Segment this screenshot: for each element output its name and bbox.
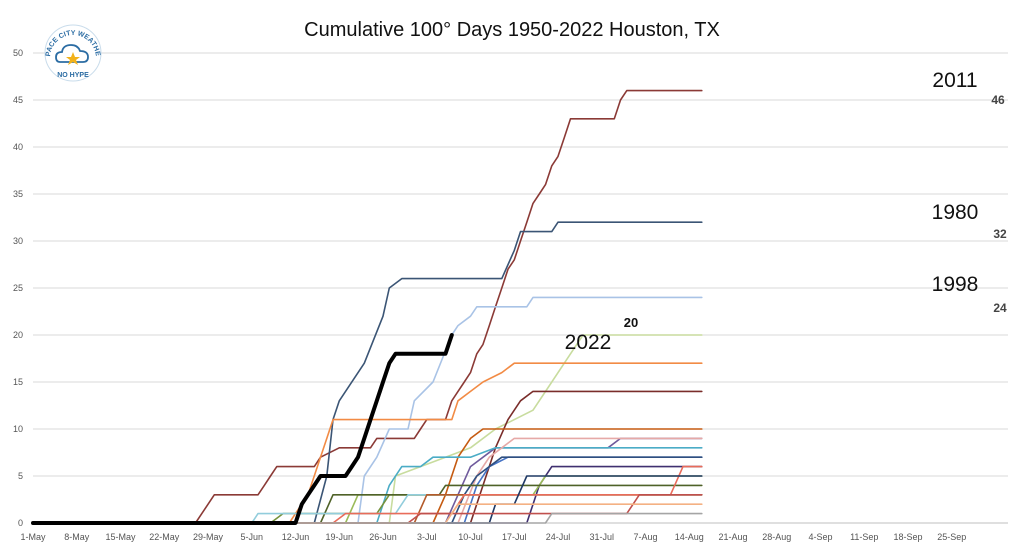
series-line-2011: [32, 89, 703, 524]
x-tick-label: 12-Jun: [282, 532, 310, 542]
y-tick-label: 5: [18, 471, 23, 481]
x-tick-label: 31-Jul: [589, 532, 614, 542]
series-line-1980: [32, 221, 703, 524]
series-line-year-8: [32, 437, 703, 524]
x-axis-ticks: 1-May 8-May 15-May 22-May 29-May 5-Jun 12-Jun 1…: [20, 532, 966, 542]
series-layer: [31, 89, 703, 525]
x-tick-label: 5-Jun: [240, 532, 263, 542]
y-tick-label: 15: [13, 377, 23, 387]
x-tick-label: 14-Aug: [675, 532, 704, 542]
star-icon: [66, 52, 80, 65]
x-tick-label: 11-Sep: [850, 532, 878, 542]
logo: SPACE CITY WEATHER NO HYPE: [0, 0, 102, 82]
x-tick-label: 29-May: [193, 532, 224, 542]
series-line-year-9: [32, 447, 703, 524]
series-line-1998: [32, 296, 703, 524]
x-tick-label: 10-Jul: [458, 532, 483, 542]
x-tick-label: 1-May: [20, 532, 46, 542]
y-tick-label: 10: [13, 424, 23, 434]
series-end-value: 46: [991, 93, 1005, 107]
x-tick-label: 26-Jun: [369, 532, 397, 542]
x-tick-label: 15-May: [105, 532, 136, 542]
series-end-value: 24: [993, 301, 1007, 315]
x-tick-label: 4-Sep: [808, 532, 832, 542]
y-axis-ticks: 0 5 10 15 20 25 30 35 40 45 50: [13, 48, 23, 528]
chart-title: Cumulative 100° Days 1950-2022 Houston, …: [304, 19, 720, 41]
plot-background: [33, 48, 1008, 523]
x-tick-label: 24-Jul: [546, 532, 571, 542]
x-tick-label: 19-Jun: [325, 532, 353, 542]
series-line-year-6: [32, 390, 703, 524]
y-tick-label: 0: [18, 518, 23, 528]
y-tick-label: 50: [13, 48, 23, 58]
x-tick-label: 3-Jul: [417, 532, 437, 542]
series-name-label: 1980: [932, 201, 979, 224]
x-tick-label: 25-Sep: [937, 532, 966, 542]
x-tick-label: 8-May: [64, 532, 90, 542]
cloud-icon: [55, 44, 89, 63]
x-tick-label: 17-Jul: [502, 532, 527, 542]
y-tick-label: 35: [13, 189, 23, 199]
series-name-label: 1998: [932, 273, 979, 296]
x-tick-label: 18-Sep: [893, 532, 922, 542]
x-tick-label: 22-May: [149, 532, 180, 542]
y-tick-label: 30: [13, 236, 23, 246]
series-name-label: 2022: [565, 331, 612, 354]
x-tick-label: 21-Aug: [718, 532, 747, 542]
series-labels: 2011 46 1980 32 1998 24 2022 20: [565, 69, 1007, 354]
logo-bottom-text: NO HYPE: [57, 72, 89, 79]
series-line-year-5: [32, 362, 703, 524]
y-tick-label: 45: [13, 95, 23, 105]
y-tick-label: 25: [13, 283, 23, 293]
x-tick-label: 28-Aug: [762, 532, 791, 542]
y-tick-label: 20: [13, 330, 23, 340]
series-end-value: 32: [993, 227, 1007, 241]
series-line-2022: [31, 333, 454, 525]
series-name-label: 2011: [932, 69, 977, 92]
series-end-value: 20: [624, 315, 638, 330]
x-tick-label: 7-Aug: [633, 532, 657, 542]
y-tick-label: 40: [13, 142, 23, 152]
